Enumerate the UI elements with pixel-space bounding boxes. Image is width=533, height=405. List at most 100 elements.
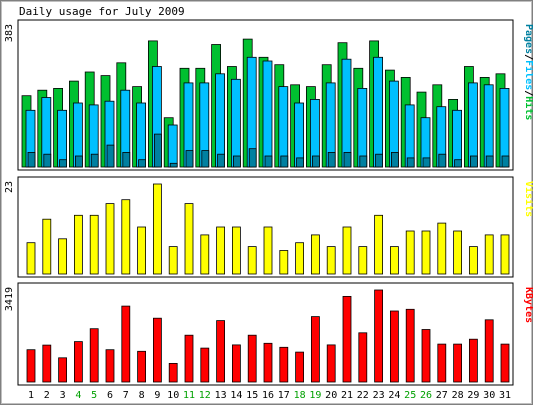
panel-visits: 23 Visits (4, 176, 533, 278)
bar-files-day-21 (341, 58, 352, 168)
bar-pages-day-25 (406, 157, 415, 168)
legend-kbytes: KBytes (523, 287, 533, 323)
bar-files-day-8 (136, 102, 147, 168)
bar-files-day-16 (262, 60, 273, 168)
day-label-4: 4 (75, 390, 81, 401)
bar-pages-day-17 (280, 155, 289, 168)
bar-visits-day-13 (216, 226, 226, 275)
bar-kbytes-day-25 (405, 308, 415, 383)
day-label-17: 17 (278, 390, 290, 401)
day-label-11: 11 (183, 390, 195, 401)
bar-kbytes-day-28 (453, 343, 463, 383)
bar-kbytes-day-27 (437, 343, 447, 383)
bar-kbytes-day-9 (152, 317, 162, 383)
day-label-10: 10 (167, 390, 179, 401)
bar-visits-day-4 (74, 214, 83, 275)
bar-visits-day-31 (500, 234, 510, 275)
bar-pages-day-10 (169, 162, 178, 168)
bar-pages-day-21 (343, 151, 352, 168)
day-label-28: 28 (452, 390, 464, 401)
bar-kbytes-day-21 (342, 295, 352, 383)
bar-pages-day-14 (232, 155, 241, 168)
bar-visits-day-22 (358, 246, 368, 275)
bar-kbytes-day-10 (168, 362, 178, 383)
bar-kbytes-day-20 (326, 344, 336, 383)
bar-kbytes-day-26 (421, 329, 431, 383)
bar-kbytes-day-11 (184, 334, 194, 383)
bar-pages-day-6 (106, 144, 115, 168)
bar-visits-day-8 (137, 226, 147, 275)
bar-visits-day-21 (342, 226, 352, 275)
y-max-label-kbytes: 3419 (4, 287, 15, 311)
bar-kbytes-day-18 (295, 351, 305, 383)
bar-visits-day-23 (374, 214, 384, 275)
day-label-25: 25 (404, 390, 416, 401)
bar-pages-day-13 (217, 153, 226, 168)
panel-kbytes: 3419 KBytes (4, 282, 533, 386)
bar-pages-day-9 (153, 133, 162, 168)
bar-kbytes-day-30 (484, 319, 494, 383)
bar-pages-day-8 (138, 159, 147, 168)
day-label-15: 15 (246, 390, 258, 401)
bar-visits-day-25 (405, 230, 415, 275)
bar-kbytes-day-23 (374, 289, 384, 383)
bar-pages-day-1 (27, 151, 36, 168)
bar-pages-day-26 (422, 157, 431, 168)
bar-files-day-10 (167, 124, 178, 168)
bar-visits-day-1 (26, 242, 36, 275)
day-label-23: 23 (373, 390, 385, 401)
y-max-label-hits: 383 (4, 24, 15, 42)
bar-visits-day-30 (484, 234, 494, 275)
legend-visits: Visits (523, 181, 533, 217)
day-label-14: 14 (230, 390, 242, 401)
bar-pages-day-31 (501, 155, 510, 168)
bar-files-day-29 (467, 82, 478, 168)
day-label-31: 31 (499, 390, 511, 401)
day-label-30: 30 (483, 390, 495, 401)
bar-pages-day-5 (90, 153, 99, 168)
bar-kbytes-day-7 (121, 305, 131, 383)
bar-kbytes-day-19 (310, 316, 320, 383)
day-label-21: 21 (341, 390, 353, 401)
bar-kbytes-day-12 (200, 347, 210, 383)
panel-hits: 383 Pages/Files/Hits (4, 19, 533, 171)
bar-visits-day-3 (58, 238, 67, 275)
x-axis-day-labels: 1 2 3 4 5 6 7 8 9 10 11 12 13 14 15 16 17 18 19 20 21 22 23 24 2… (28, 390, 511, 401)
day-label-7: 7 (123, 390, 129, 401)
bar-visits-day-29 (468, 246, 478, 275)
bar-kbytes-day-6 (105, 349, 115, 383)
day-label-16: 16 (262, 390, 274, 401)
bar-kbytes-day-22 (358, 332, 368, 383)
day-label-24: 24 (388, 390, 400, 401)
bar-kbytes-day-8 (137, 350, 147, 383)
bar-visits-day-7 (121, 199, 131, 275)
bar-visits-day-19 (310, 234, 320, 275)
bar-kbytes-day-15 (247, 334, 257, 383)
day-label-29: 29 (467, 390, 479, 401)
legend-item: KBytes (523, 287, 533, 323)
day-label-2: 2 (44, 390, 50, 401)
bar-kbytes-day-24 (389, 310, 399, 383)
bar-visits-day-26 (421, 230, 431, 275)
bar-pages-day-4 (75, 155, 83, 168)
bar-visits-day-18 (295, 242, 305, 275)
bar-visits-day-14 (231, 226, 241, 275)
y-max-label-visits: 23 (4, 181, 15, 193)
day-label-27: 27 (436, 390, 448, 401)
legend-hits: Pages/Files/Hits (523, 24, 533, 120)
legend-item: Hits (523, 96, 533, 120)
bar-files-day-18 (294, 102, 305, 168)
bar-kbytes-day-5 (89, 328, 99, 383)
bar-files-day-28 (452, 109, 463, 168)
bar-visits-day-16 (263, 226, 273, 275)
bar-kbytes-day-16 (263, 342, 273, 383)
bar-pages-day-24 (390, 151, 399, 168)
legend-item: / (523, 54, 533, 60)
bar-files-day-3 (57, 109, 67, 168)
day-label-12: 12 (199, 390, 211, 401)
bar-kbytes-day-2 (42, 344, 52, 383)
day-label-26: 26 (420, 390, 432, 401)
bar-kbytes-day-3 (58, 357, 67, 383)
day-label-6: 6 (107, 390, 113, 401)
